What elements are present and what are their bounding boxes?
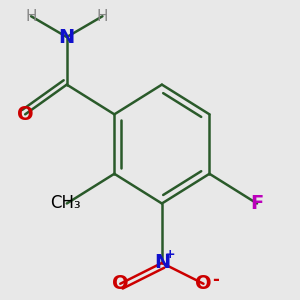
Text: +: + <box>165 248 175 261</box>
Text: H: H <box>26 9 37 24</box>
Text: F: F <box>250 194 264 213</box>
Text: H: H <box>97 9 108 24</box>
Text: N: N <box>59 28 75 46</box>
Text: O: O <box>195 274 212 293</box>
Text: N: N <box>154 254 170 272</box>
Text: CH₃: CH₃ <box>50 194 81 212</box>
Text: O: O <box>17 105 34 124</box>
Text: -: - <box>212 271 219 289</box>
Text: O: O <box>112 274 129 293</box>
